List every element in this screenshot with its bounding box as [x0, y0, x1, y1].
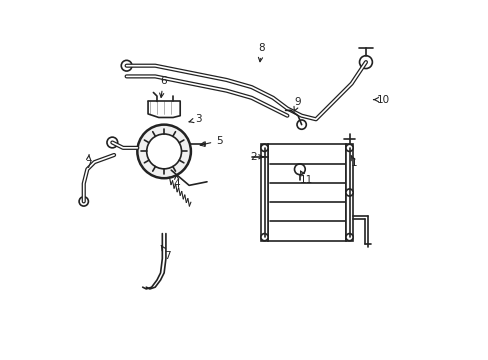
Text: 10: 10 — [373, 95, 389, 105]
Bar — [261, 144, 267, 241]
Bar — [267, 144, 346, 241]
Circle shape — [121, 60, 132, 71]
Circle shape — [137, 125, 190, 178]
Circle shape — [107, 137, 118, 148]
Circle shape — [296, 120, 305, 129]
Circle shape — [79, 197, 88, 206]
Text: 7: 7 — [84, 154, 91, 170]
Text: 4: 4 — [173, 175, 180, 189]
Circle shape — [345, 189, 352, 196]
Circle shape — [261, 234, 267, 241]
Text: 3: 3 — [189, 114, 201, 124]
Text: 8: 8 — [258, 43, 264, 62]
Circle shape — [345, 234, 352, 241]
Circle shape — [146, 134, 181, 169]
Circle shape — [294, 164, 305, 175]
Text: 2: 2 — [249, 152, 263, 162]
Text: 7: 7 — [161, 246, 171, 261]
Text: 11: 11 — [299, 171, 312, 185]
Circle shape — [261, 144, 267, 152]
Circle shape — [359, 56, 372, 68]
Text: 6: 6 — [159, 76, 166, 98]
Text: 9: 9 — [293, 97, 301, 111]
Text: 1: 1 — [350, 156, 357, 168]
Text: 5: 5 — [200, 136, 223, 146]
Circle shape — [345, 144, 352, 152]
Bar — [346, 144, 352, 241]
